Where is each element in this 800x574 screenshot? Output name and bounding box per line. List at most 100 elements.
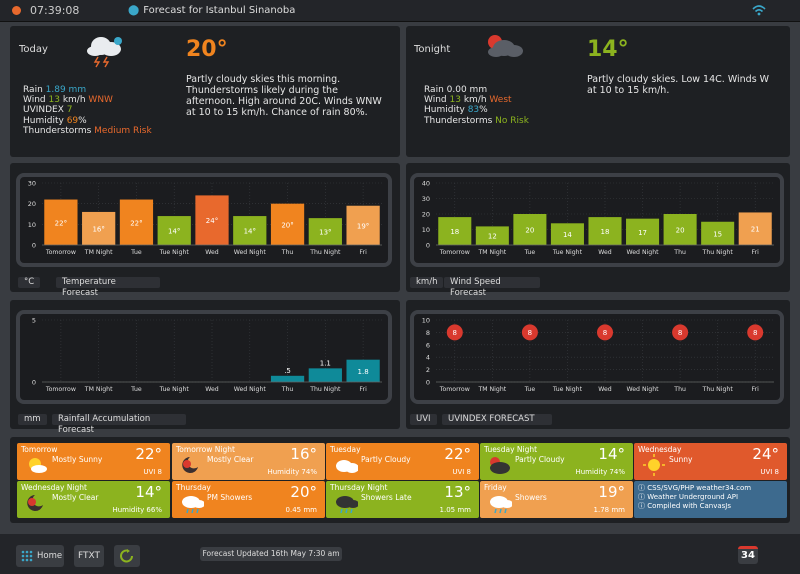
forecast-card[interactable]: Wednesday Sunny 24° UVI 8: [634, 443, 787, 480]
data-label: 22°: [55, 219, 67, 227]
forecast-card-extra: 0.45 mm: [285, 506, 317, 514]
forecast-card[interactable]: Tuesday Night Partly Cloudy 14° Humidity 74…: [480, 443, 633, 480]
clock: 07:39:08: [30, 4, 80, 17]
forecast-card-condition: Showers: [515, 493, 547, 502]
y-tick-label: 40: [422, 180, 430, 188]
sun-icon: [643, 454, 665, 476]
data-label: 15: [713, 230, 722, 238]
x-tick-label: Wed: [205, 249, 219, 256]
uv-chart-frame: 0 2 4 6 8 10 8 Tomorrow TM Night 8 Tue Tue Night 8 We…: [410, 310, 784, 404]
forecast-card[interactable]: Thursday PM Showers 20° 0.45 mm: [172, 481, 325, 518]
forecast-card[interactable]: Tomorrow Night Mostly Clear 16° Humidity 74…: [172, 443, 325, 480]
bar: [308, 368, 342, 382]
bar: [550, 223, 584, 245]
data-label: 13°: [319, 229, 331, 237]
x-tick-label: TM Night: [477, 386, 506, 393]
uv-point: [672, 324, 689, 341]
forecast-card-temperature: 14°: [598, 445, 625, 463]
location-label: Forecast for Istanbul Sinanoba: [143, 5, 296, 16]
uv-point: [446, 324, 463, 341]
temperature-chart: 0 10 20 30 22° Tomorrow 16° TM Night 22° Tue 14° Tu…: [28, 180, 382, 256]
data-label: 8: [678, 329, 682, 337]
data-label: 8: [528, 329, 532, 337]
forecast-card-extra: UVI 8: [452, 468, 471, 476]
x-tick-label: Fri: [359, 249, 367, 256]
x-tick-label: Wed: [205, 386, 219, 393]
tonight-temperature: 14°: [587, 37, 629, 62]
night-shower-icon: [336, 496, 358, 514]
y-tick-label: 8: [426, 329, 430, 337]
forecast-card[interactable]: Wednesday Night Mostly Clear 14° Humidity 6…: [17, 481, 170, 518]
bar: [438, 217, 472, 245]
data-label: 1.8: [358, 368, 369, 376]
forecast-card[interactable]: Tomorrow Mostly Sunny 22° UVI 8: [17, 443, 170, 480]
forecast-card[interactable]: Thursday Night Showers Late 13° 1.05 mm: [326, 481, 479, 518]
data-label: 1.1: [320, 359, 331, 367]
y-tick-label: 30: [28, 180, 36, 188]
forecast-card-condition: PM Showers: [207, 493, 253, 502]
x-tick-label: Tue: [524, 386, 536, 393]
rain-chart-title: Rainfall Accumulation Forecast: [52, 414, 186, 435]
today-panel: Today 20° Rain 1.89 mm Wind 13 km/h WNW …: [10, 26, 400, 157]
x-tick-label: Thu Night: [309, 249, 341, 256]
forecast-card[interactable]: Tuesday Partly Cloudy 22° UVI 8: [326, 443, 479, 480]
forecast-card-temperature: 24°: [752, 445, 779, 463]
x-tick-label: Tue Night: [159, 249, 190, 256]
forecast-card-temperature: 22°: [135, 445, 162, 463]
data-label: 8: [453, 329, 457, 337]
uv-point: [597, 324, 613, 341]
x-tick-label: Tomorrow: [45, 249, 76, 256]
credits-line: ⓘ CSS/SVG/PHP weather34.com: [638, 484, 752, 492]
forecast-card-condition: Showers Late: [361, 493, 412, 502]
x-tick-label: Thu Night: [309, 386, 341, 393]
forecast-card-temperature: 19°: [598, 483, 625, 501]
wind-chart: 0 10 20 30 40 18 Tomorrow 12 TM Night 20 Tue 14 Tue …: [422, 180, 774, 256]
y-tick-label: 10: [422, 226, 430, 234]
x-tick-label: Wed Night: [234, 249, 267, 256]
x-tick-label: Wed Night: [627, 386, 660, 393]
uv-point: [521, 324, 538, 341]
partly-cloudy-night-icon: [488, 35, 523, 57]
bar: [157, 216, 191, 245]
forecast-card-day: Wednesday: [638, 445, 682, 454]
y-tick-label: 10: [28, 221, 36, 229]
data-label: 22°: [130, 219, 142, 227]
y-tick-label: 5: [32, 317, 36, 325]
credits-line: ⓘ Compiled with CanvasJs: [638, 502, 732, 510]
home-button[interactable]: Home: [16, 545, 64, 567]
y-tick-label: 0: [426, 242, 430, 250]
uv-chart-title: UVINDEX FORECAST: [442, 414, 552, 425]
data-label: 8: [753, 329, 757, 337]
y-tick-label: 30: [422, 195, 430, 203]
data-label: .5: [284, 367, 291, 375]
temperature-chart-frame: 0 10 20 30 22° Tomorrow 16° TM Night 22° Tue 14° Tu…: [16, 173, 392, 267]
uv-chart-panel: 0 2 4 6 8 10 8 Tomorrow TM Night 8 Tue Tue Night 8 We…: [406, 300, 790, 429]
forecast-card[interactable]: Friday Showers 19° 1.78 mm: [480, 481, 633, 518]
forecast-card-temperature: 20°: [290, 483, 317, 501]
forecast-card-temperature: 16°: [290, 445, 317, 463]
today-temperature: 20°: [186, 37, 228, 62]
bar: [701, 221, 735, 245]
wind-unit-tag: km/h: [410, 277, 444, 288]
data-label: 20: [525, 227, 534, 235]
forecast-card-day: Thursday: [176, 483, 211, 492]
bar: [82, 211, 116, 245]
x-tick-label: Tue Night: [159, 386, 190, 393]
forecast-card-day: Tomorrow: [21, 445, 58, 454]
data-label: 14°: [168, 228, 180, 236]
ftxt-button[interactable]: FTXT: [74, 545, 104, 567]
location-title: ⬤ Forecast for Istanbul Sinanoba: [128, 5, 295, 16]
weather34-logo-text: 34: [741, 550, 755, 561]
wind-chart-title: Wind Speed Forecast: [444, 277, 540, 298]
y-tick-label: 2: [426, 366, 430, 374]
bar: [626, 218, 660, 245]
x-tick-label: Thu Night: [702, 249, 734, 256]
grid-icon: [21, 550, 33, 562]
refresh-button[interactable]: [114, 545, 140, 567]
y-tick-label: 10: [422, 317, 430, 325]
weather34-badge[interactable]: 34: [738, 546, 758, 564]
data-label: 17: [638, 229, 647, 237]
tonight-panel: Tonight 14° Rain 0.00 mm Wind 13 km/h We…: [406, 26, 790, 157]
cloud-icon: [336, 460, 358, 473]
x-tick-label: Thu: [673, 249, 686, 256]
